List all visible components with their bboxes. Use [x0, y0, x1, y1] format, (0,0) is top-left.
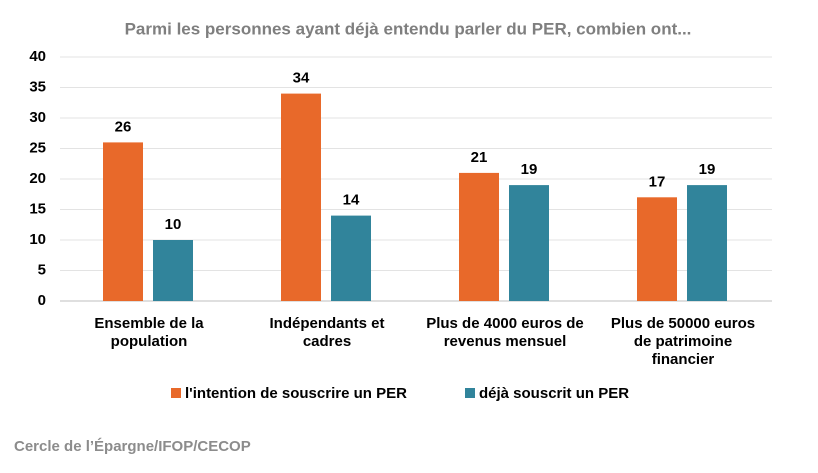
chart-title: Parmi les personnes ayant déjà entendu p… [125, 19, 692, 38]
value-label: 17 [649, 173, 666, 190]
value-label: 14 [343, 192, 360, 209]
y-tick-label: 25 [29, 139, 46, 156]
y-tick-label: 0 [38, 292, 46, 309]
x-tick-label: Indépendants et cadres [269, 315, 384, 350]
bar [637, 197, 677, 301]
value-label: 19 [521, 161, 538, 178]
y-tick-label: 35 [29, 78, 46, 95]
value-label: 10 [165, 216, 182, 233]
x-tick-label: Plus de 50000 euros de patrimoine financie… [611, 315, 755, 368]
value-label: 19 [699, 161, 716, 178]
y-tick-label: 20 [29, 170, 46, 187]
x-tick-label: Plus de 4000 euros de revenus mensuel [426, 315, 584, 350]
source: Cercle de l’Épargne/IFOP/CECOP [14, 438, 251, 455]
y-tick-label: 5 [38, 261, 46, 278]
bar [509, 185, 549, 301]
bar [331, 215, 371, 301]
legend-swatch [465, 388, 475, 398]
value-label: 21 [471, 149, 488, 166]
y-tick-label: 40 [29, 48, 46, 65]
legend-label: l'intention de souscrire un PER [185, 385, 407, 402]
bar [281, 93, 321, 301]
y-tick-label: 10 [29, 231, 46, 248]
bar [459, 172, 499, 301]
bar [687, 185, 727, 301]
bar [103, 142, 143, 301]
legend-label: déjà souscrit un PER [479, 385, 629, 402]
legend-swatch [171, 388, 181, 398]
y-tick-label: 15 [29, 200, 46, 217]
bar [153, 240, 193, 301]
y-tick-label: 30 [29, 109, 46, 126]
value-label: 34 [293, 70, 310, 87]
x-tick-label: Ensemble de la population [94, 315, 204, 350]
value-label: 26 [115, 118, 132, 135]
